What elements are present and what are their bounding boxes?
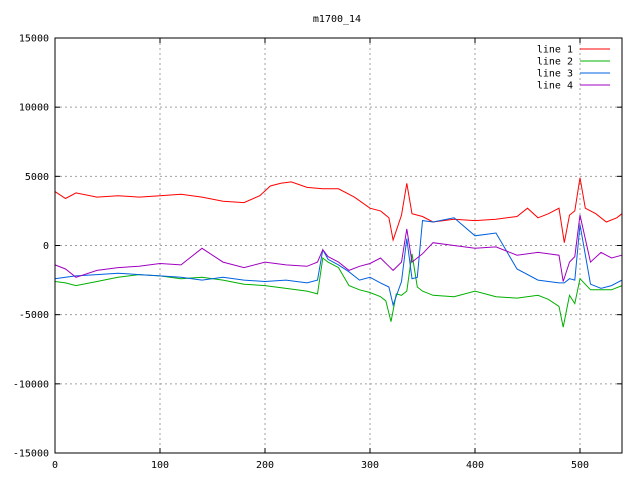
legend-label: line 2	[537, 57, 573, 68]
axis-ticks: 0 100 200 300 400 500 -15000 -10000 -5000 0 5000 10…	[13, 34, 622, 471]
series-layer	[54, 177, 623, 328]
y-tick-label: -5000	[19, 310, 49, 321]
y-tick-label: 15000	[19, 34, 49, 45]
chart-title: m1700_14	[313, 14, 361, 25]
y-tick-label: 0	[43, 241, 49, 252]
x-tick-label: 0	[52, 460, 58, 471]
series-line-1	[54, 177, 623, 243]
x-tick-label: 500	[571, 460, 589, 471]
x-tick-label: 100	[151, 460, 169, 471]
x-tick-label: 400	[466, 460, 484, 471]
y-tick-label: 5000	[25, 172, 49, 183]
y-tick-label: -15000	[13, 449, 49, 460]
legend-label: line 1	[537, 45, 573, 56]
series-line-3	[54, 217, 623, 307]
y-tick-label: 10000	[19, 103, 49, 114]
series-line-2	[54, 253, 623, 328]
x-tick-label: 200	[256, 460, 274, 471]
legend-label: line 4	[537, 81, 573, 92]
y-tick-label: -10000	[13, 379, 49, 390]
legend-label: line 3	[537, 69, 573, 80]
grid	[55, 38, 622, 453]
series-line-4	[54, 214, 623, 282]
x-tick-label: 300	[361, 460, 379, 471]
